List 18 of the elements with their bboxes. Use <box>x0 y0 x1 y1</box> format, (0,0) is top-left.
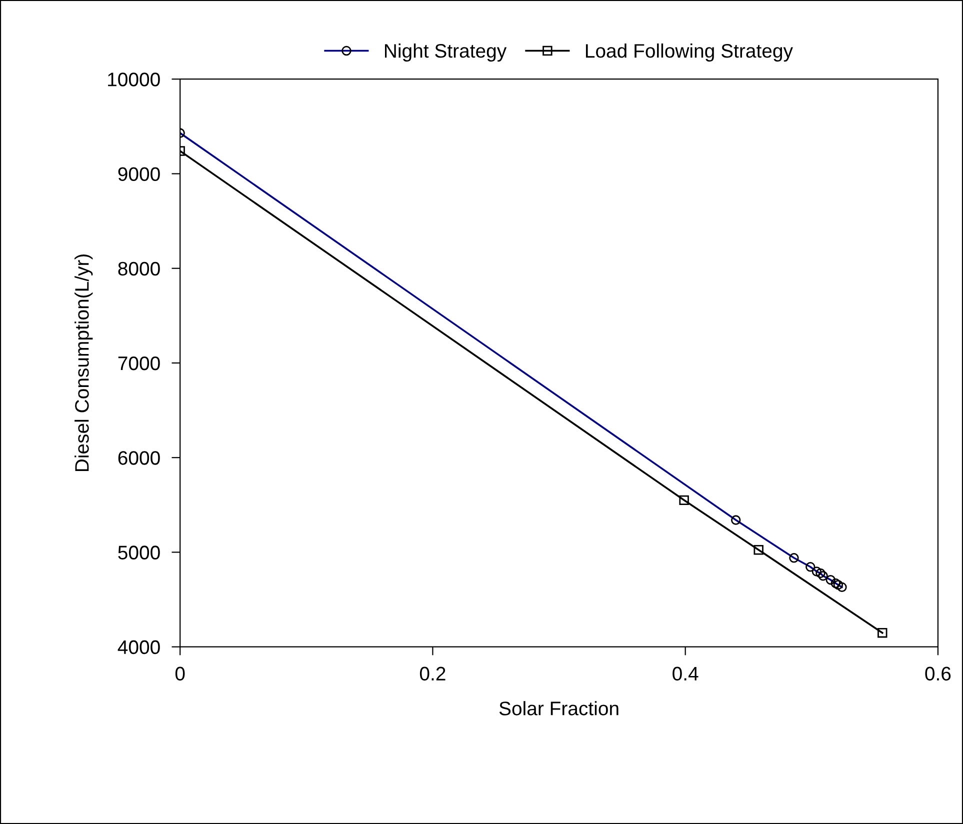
x-tick-label: 0.2 <box>420 666 446 681</box>
y-tick-label: 5000 <box>118 546 160 560</box>
x-tick-label: 0.6 <box>925 666 951 681</box>
y-tick-label: 8000 <box>118 262 160 276</box>
legend-label: Night Strategy <box>384 43 507 62</box>
y-tick-label: 9000 <box>118 167 160 181</box>
point <box>878 628 888 638</box>
y-axis-title: Diesel Consumption(L/yr) <box>74 254 93 472</box>
y-tick-label: 4000 <box>118 640 160 654</box>
y-tick-label: 7000 <box>118 356 160 370</box>
x-axis-title: Solar Fraction <box>499 701 618 716</box>
point <box>679 495 689 506</box>
legend-label: Load Following Strategy <box>586 43 793 62</box>
point <box>754 544 764 555</box>
y-tick-label: 6000 <box>118 451 160 465</box>
y-tick-label: 10000 <box>108 72 160 86</box>
x-tick-label: 0.4 <box>672 666 698 681</box>
x-tick-label: 0 <box>175 666 185 681</box>
